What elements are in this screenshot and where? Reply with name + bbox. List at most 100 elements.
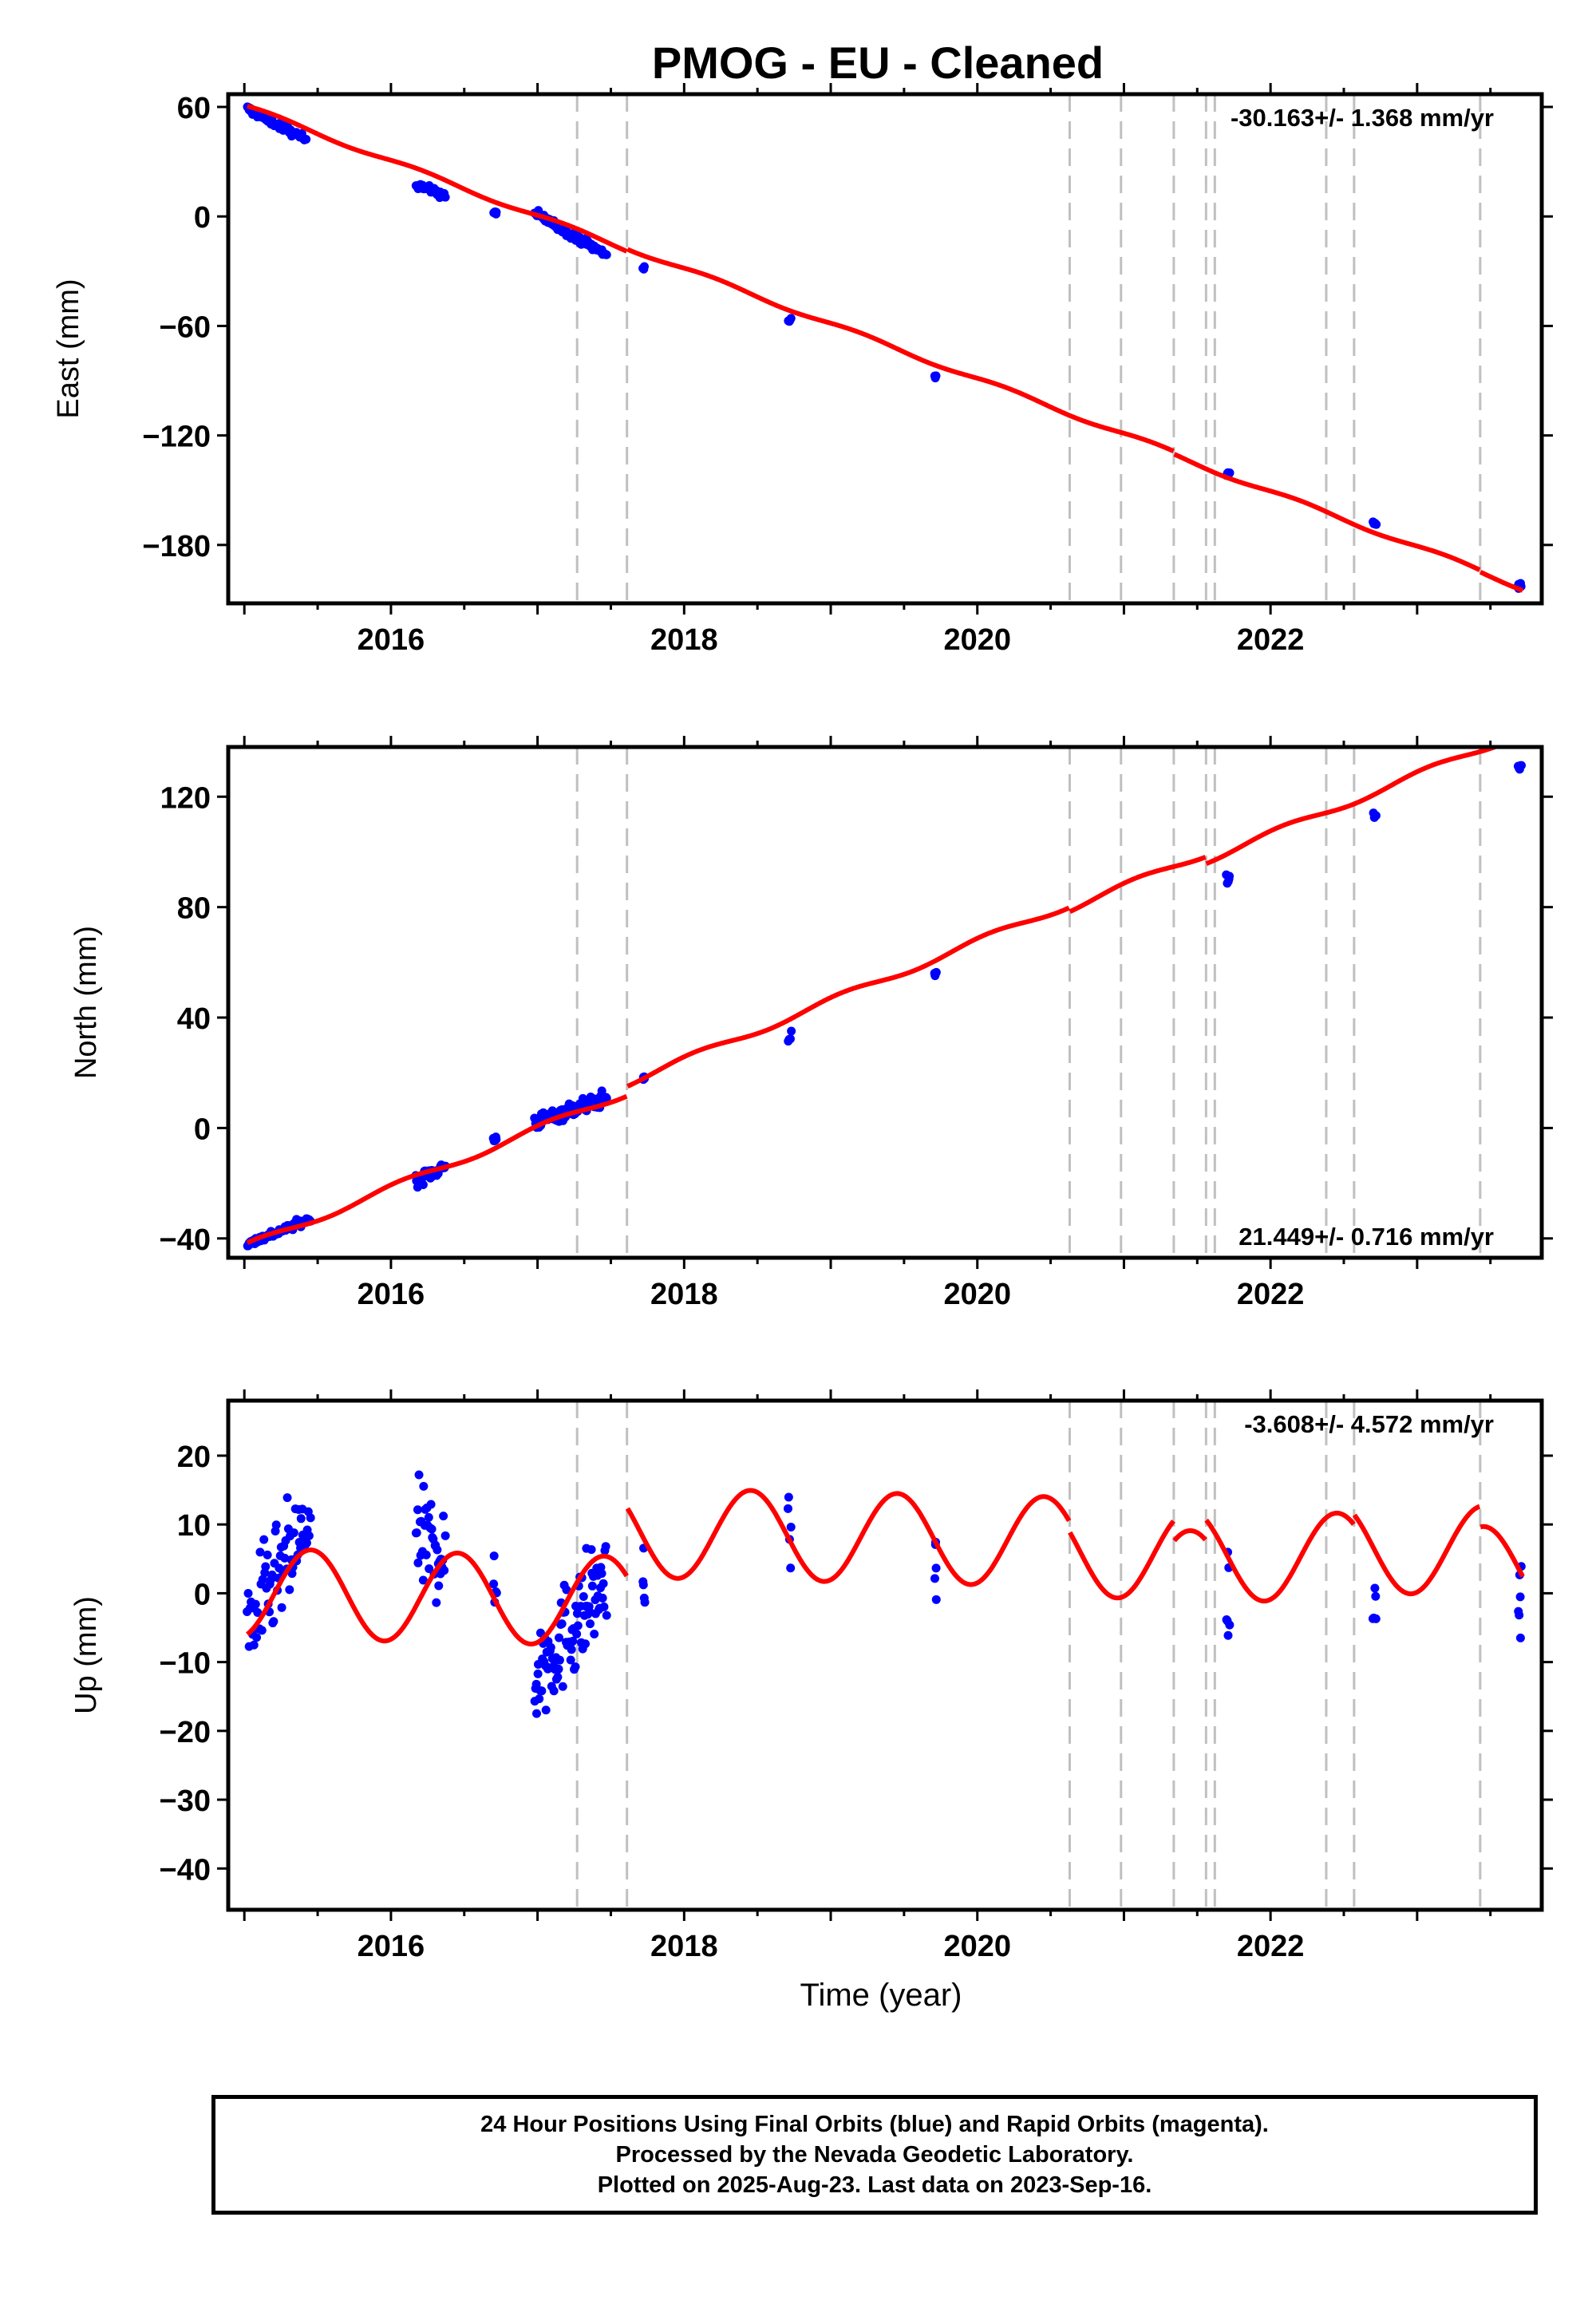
data-point [434, 1581, 444, 1591]
rate-label: -30.163+/- 1.368 mm/yr [1231, 104, 1494, 132]
data-point [786, 1522, 796, 1531]
y-tick-label: −180 [142, 530, 211, 563]
data-point [568, 1636, 578, 1646]
data-point [249, 1640, 259, 1650]
x-tick-label: 2022 [1237, 1930, 1305, 1963]
data-point [440, 1566, 449, 1575]
data-point [289, 1528, 298, 1538]
x-tick-label: 2022 [1237, 1278, 1305, 1311]
data-point [602, 250, 611, 259]
data-point [413, 1505, 422, 1515]
data-point [413, 1558, 423, 1567]
data-point [553, 1672, 563, 1682]
data-point [558, 1682, 567, 1691]
data-point [259, 1535, 269, 1544]
y-tick-label: −20 [160, 1716, 211, 1749]
data-point [562, 1585, 571, 1595]
data-point [601, 1542, 610, 1551]
data-point [639, 262, 649, 271]
data-point [579, 1591, 588, 1601]
data-points [243, 1470, 1526, 1718]
y-tick-label: −60 [160, 310, 211, 344]
data-point [531, 1679, 541, 1689]
data-point [304, 1531, 314, 1540]
panel-up: 20 10 0 −10 −20 −30 −40 2016 2018 2020 2022 Up (mm)… [69, 1389, 1553, 2013]
data-point [412, 1528, 421, 1538]
data-point [492, 207, 501, 217]
model-line-up [246, 1488, 1525, 1646]
data-point [535, 1694, 544, 1704]
data-point [602, 1611, 611, 1620]
data-point [1515, 1611, 1524, 1620]
y-tick-label: 20 [177, 1441, 211, 1474]
data-point [533, 1669, 543, 1678]
model-line-east [247, 104, 1524, 593]
data-point [1372, 520, 1381, 529]
data-point [1225, 1620, 1235, 1630]
x-tick-label: 2020 [943, 623, 1011, 657]
data-point [257, 1626, 267, 1635]
data-point [306, 1513, 315, 1523]
data-point [640, 1598, 650, 1607]
data-point [1515, 1633, 1525, 1642]
data-point [1370, 1583, 1380, 1593]
data-point [587, 1545, 596, 1555]
data-point [432, 1598, 441, 1607]
y-axis-label: North (mm) [69, 926, 103, 1079]
data-point [263, 1550, 272, 1559]
x-tick-label: 2018 [650, 1930, 718, 1963]
data-point [586, 1619, 595, 1629]
panel-east: 60 0 −60 −120 −180 2016 2018 2020 2022 East (mm) -… [52, 83, 1553, 657]
data-point [1371, 1614, 1381, 1623]
data-point [1517, 761, 1527, 770]
panel-frame [226, 745, 1544, 1260]
data-point [1223, 1630, 1233, 1640]
data-point [280, 1553, 290, 1563]
data-point [571, 1662, 580, 1672]
data-point [285, 1585, 294, 1595]
x-tick-label: 2018 [650, 623, 718, 657]
data-point [555, 1655, 564, 1665]
model-line-north [246, 747, 1502, 1245]
data-point [427, 1524, 437, 1534]
y-tick-label: −40 [160, 1223, 211, 1257]
data-point [598, 1579, 608, 1588]
data-point [599, 1602, 609, 1611]
data-point [557, 1619, 567, 1629]
panel-frame [226, 1398, 1544, 1912]
data-point [638, 1580, 648, 1590]
rate-label: 21.449+/- 0.716 mm/yr [1238, 1223, 1494, 1251]
y-axis-label: East (mm) [52, 279, 85, 418]
data-point [296, 1514, 306, 1524]
x-tick-label: 2016 [358, 623, 425, 657]
data-point [414, 1470, 424, 1480]
data-point [251, 1599, 260, 1609]
footer-info-box: 24 Hour Positions Using Final Orbits (bl… [211, 2095, 1538, 2215]
data-point [418, 1575, 428, 1585]
data-point [931, 1595, 941, 1604]
data-point [253, 1608, 263, 1618]
y-axis-label: Up (mm) [69, 1596, 103, 1714]
data-point [267, 1570, 277, 1579]
data-point [1225, 468, 1235, 477]
data-point [581, 1639, 591, 1649]
data-point [786, 1563, 796, 1573]
data-point [1515, 1592, 1525, 1602]
x-tick-label: 2020 [943, 1930, 1011, 1963]
x-tick-label: 2016 [358, 1930, 425, 1963]
y-tick-label: 60 [177, 92, 211, 125]
y-tick-label: 80 [177, 892, 211, 926]
data-point [418, 1180, 428, 1189]
data-point [269, 1617, 279, 1626]
data-point [572, 1609, 582, 1618]
data-point [421, 1550, 431, 1559]
data-point [590, 1630, 599, 1639]
footer-line-2: Processed by the Nevada Geodetic Laborat… [615, 2142, 1134, 2168]
data-point [930, 1574, 939, 1583]
panel-north: 120 80 40 0 −40 2016 2018 2020 2022 North (mm) 21.… [69, 736, 1553, 1311]
x-tick-label: 2022 [1237, 623, 1305, 657]
data-point [531, 1709, 541, 1718]
data-point [255, 1547, 265, 1557]
data-point [587, 1581, 597, 1591]
